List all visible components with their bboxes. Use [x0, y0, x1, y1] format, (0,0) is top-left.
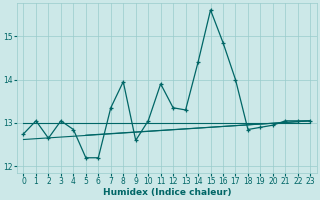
X-axis label: Humidex (Indice chaleur): Humidex (Indice chaleur): [103, 188, 231, 197]
